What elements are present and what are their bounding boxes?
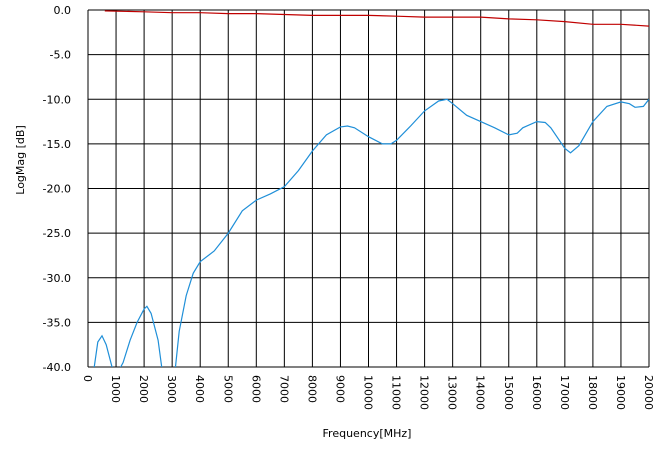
tick-labels: 0.0 -5.0 -10.0 -15.0 -20.0 -25.0 -30.0 -35.0 -40… xyxy=(43,4,655,410)
x-tick-label: 3000 xyxy=(165,375,178,403)
x-tick-label: 5000 xyxy=(221,375,234,403)
grid xyxy=(87,9,650,368)
x-tick-label: 12000 xyxy=(418,375,431,410)
x-tick-label: 9000 xyxy=(333,375,346,403)
x-tick-label: 10000 xyxy=(362,375,375,410)
y-tick-label: -5.0 xyxy=(50,49,71,62)
x-axis-label: Frequency[MHz] xyxy=(323,427,412,440)
x-tick-label: 13000 xyxy=(446,375,459,410)
y-axis-label: LogMag [dB] xyxy=(14,125,27,194)
y-tick-label: -25.0 xyxy=(43,227,71,240)
y-tick-label: -35.0 xyxy=(43,316,71,329)
y-tick-label: -10.0 xyxy=(43,93,71,106)
x-tick-label: 7000 xyxy=(277,375,290,403)
x-tick-label: 18000 xyxy=(586,375,599,410)
x-tick-label: 1000 xyxy=(109,375,122,403)
x-tick-label: 16000 xyxy=(530,375,543,410)
x-tick-label: 15000 xyxy=(502,375,515,410)
x-tick-label: 11000 xyxy=(390,375,403,410)
x-tick-label: 6000 xyxy=(249,375,262,403)
y-tick-label: -30.0 xyxy=(43,272,71,285)
x-tick-label: 20000 xyxy=(642,375,655,410)
x-tick-label: 14000 xyxy=(474,375,487,410)
y-tick-label: 0.0 xyxy=(54,4,72,17)
plot-lines xyxy=(93,10,649,367)
x-tick-label: 4000 xyxy=(193,375,206,403)
x-tick-label: 19000 xyxy=(614,375,627,410)
y-tick-label: -40.0 xyxy=(43,361,71,374)
data-line xyxy=(104,10,649,27)
x-tick-label: 17000 xyxy=(558,375,571,410)
x-tick-label: 8000 xyxy=(305,375,318,403)
data-line xyxy=(93,98,649,367)
x-tick-label: 2000 xyxy=(137,375,150,403)
y-tick-label: -20.0 xyxy=(43,183,71,196)
y-tick-label: -15.0 xyxy=(43,138,71,151)
x-tick-label: 0 xyxy=(81,375,94,382)
